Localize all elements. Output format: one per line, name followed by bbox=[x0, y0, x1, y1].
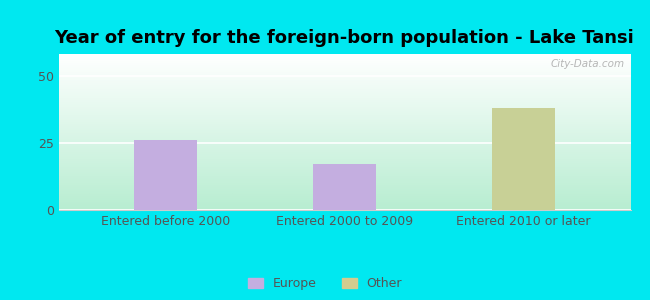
Legend: Europe, Other: Europe, Other bbox=[244, 273, 406, 294]
Bar bbox=[135, 140, 197, 210]
Bar bbox=[492, 108, 554, 210]
Title: Year of entry for the foreign-born population - Lake Tansi: Year of entry for the foreign-born popul… bbox=[55, 29, 634, 47]
Text: City-Data.com: City-Data.com bbox=[551, 59, 625, 69]
Bar bbox=[313, 164, 376, 210]
